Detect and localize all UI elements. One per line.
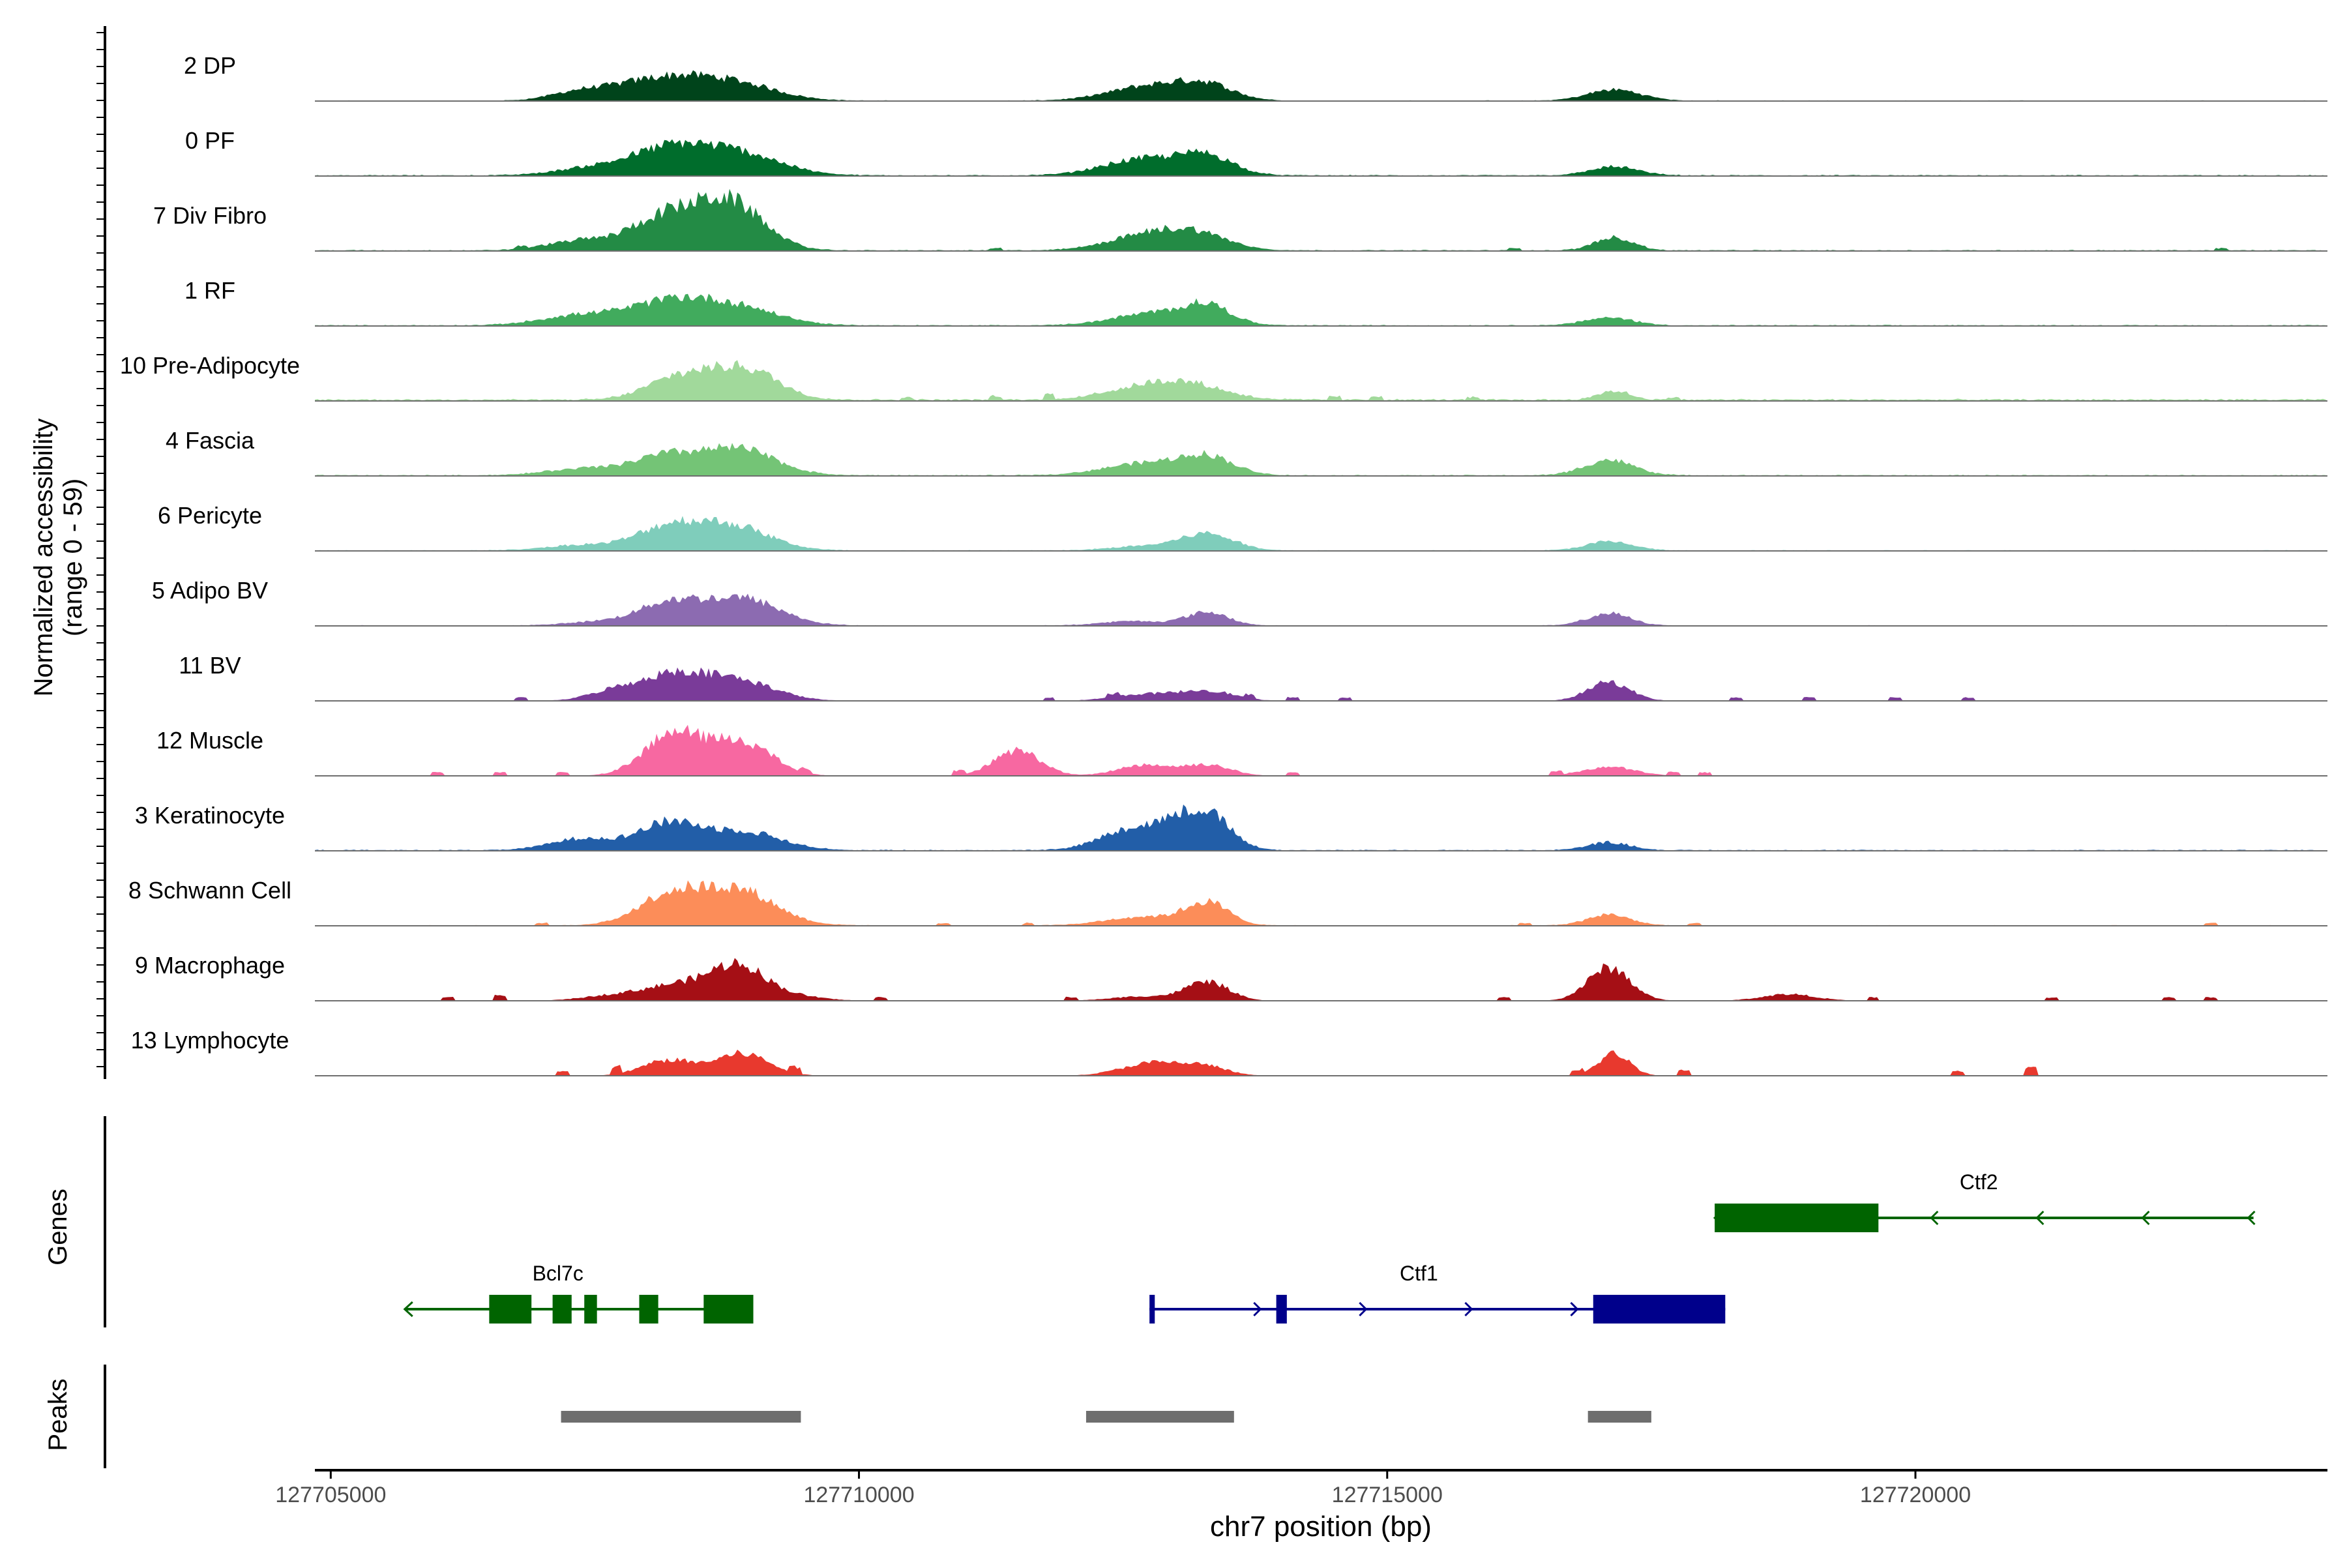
track-12-muscle: 12 Muscle bbox=[156, 724, 2327, 777]
gene-annotation-track: Bcl7c Ctf1 Ctf2 bbox=[403, 1170, 2256, 1324]
coverage-area bbox=[315, 724, 2327, 776]
coverage-area bbox=[315, 516, 2327, 551]
track-label: 1 RF bbox=[185, 277, 235, 304]
track-label: 5 Adipo BV bbox=[152, 577, 268, 604]
gene-ctf2: Ctf2 bbox=[1713, 1170, 2256, 1232]
strand-arrow bbox=[2141, 1210, 2150, 1226]
track-0-pf: 0 PF bbox=[185, 127, 2327, 177]
strand-arrow bbox=[1359, 1301, 1368, 1317]
y-axis-label-line1: Normalized accessibility bbox=[29, 419, 58, 697]
peak-region bbox=[561, 1411, 801, 1423]
gene-label: Ctf2 bbox=[1960, 1170, 1998, 1194]
track-6-pericyte: 6 Pericyte bbox=[158, 502, 2327, 552]
coverage-area bbox=[315, 958, 2327, 1001]
coverage-tracks: 2 DP 0 PF 7 Div Fibro 1 RF 10 Pre-Adipocyte 4… bbox=[120, 52, 2327, 1076]
track-label: 7 Div Fibro bbox=[153, 202, 267, 229]
track-label: 3 Keratinocyte bbox=[135, 802, 285, 829]
track-label: 2 DP bbox=[184, 52, 236, 79]
coverage-area bbox=[315, 805, 2327, 851]
track-1-rf: 1 RF bbox=[185, 277, 2327, 327]
track-label: 10 Pre-Adipocyte bbox=[120, 352, 300, 379]
gene-label: Bcl7c bbox=[533, 1262, 583, 1285]
gene-exon bbox=[1715, 1204, 1879, 1232]
track-4-fascia: 4 Fascia bbox=[166, 427, 2327, 477]
track-5-adipo-bv: 5 Adipo BV bbox=[152, 577, 2327, 627]
coverage-area bbox=[315, 443, 2327, 476]
strand-arrow bbox=[641, 1301, 650, 1317]
coverage-area bbox=[315, 667, 2327, 701]
coverage-area bbox=[315, 70, 2327, 101]
track-3-keratinocyte: 3 Keratinocyte bbox=[135, 802, 2327, 851]
track-11-bv: 11 BV bbox=[179, 652, 2327, 702]
peak-region bbox=[1587, 1411, 1651, 1423]
track-label: 12 Muscle bbox=[156, 727, 263, 754]
coverage-area bbox=[315, 1050, 2327, 1076]
peak-annotation-track bbox=[561, 1411, 1651, 1423]
x-tick-label: 127705000 bbox=[275, 1483, 386, 1507]
track-7-div-fibro: 7 Div Fibro bbox=[153, 188, 2327, 252]
coverage-area bbox=[315, 293, 2327, 326]
gene-exon bbox=[1276, 1295, 1287, 1324]
x-tick-label: 127720000 bbox=[1860, 1483, 1971, 1507]
gene-bcl7c: Bcl7c bbox=[403, 1262, 754, 1324]
gene-exon bbox=[1149, 1295, 1155, 1324]
genes-track-label: Genes bbox=[44, 1189, 72, 1265]
strand-arrow bbox=[1930, 1210, 1939, 1226]
gene-exon bbox=[489, 1295, 532, 1324]
track-8-schwann-cell: 8 Schwann Cell bbox=[128, 877, 2327, 926]
track-label: 8 Schwann Cell bbox=[128, 877, 291, 904]
gene-end-arrow bbox=[1713, 1209, 1724, 1226]
gene-label: Ctf1 bbox=[1400, 1262, 1438, 1285]
track-label: 6 Pericyte bbox=[158, 502, 262, 529]
track-9-macrophage: 9 Macrophage bbox=[135, 952, 2327, 1001]
track-13-lymphocyte: 13 Lymphocyte bbox=[131, 1027, 2327, 1076]
gene-exon bbox=[1593, 1295, 1726, 1324]
strand-arrow bbox=[1464, 1301, 1473, 1317]
track-label: 0 PF bbox=[185, 127, 235, 154]
strand-arrow bbox=[1570, 1301, 1579, 1317]
x-tick-label: 127715000 bbox=[1332, 1483, 1443, 1507]
coverage-area bbox=[315, 360, 2327, 401]
track-label: 13 Lymphocyte bbox=[131, 1027, 289, 1054]
y-axis-label-line2: (range 0 - 59) bbox=[59, 479, 87, 636]
strand-arrow bbox=[2247, 1210, 2256, 1226]
coverage-area bbox=[315, 880, 2327, 926]
x-tick-label: 127710000 bbox=[803, 1483, 914, 1507]
track-label: 9 Macrophage bbox=[135, 952, 285, 979]
gene-exon bbox=[552, 1295, 572, 1324]
coverage-area bbox=[315, 188, 2327, 251]
track-10-pre-adipocyte: 10 Pre-Adipocyte bbox=[120, 352, 2327, 402]
gene-end-arrow bbox=[403, 1301, 413, 1318]
coverage-area bbox=[315, 139, 2327, 176]
coverage-area bbox=[315, 593, 2327, 626]
track-label: 11 BV bbox=[179, 652, 241, 679]
peak-region bbox=[1085, 1411, 1234, 1423]
axes: Normalized accessibility (range 0 - 59) … bbox=[29, 26, 2327, 1543]
gene-ctf1: Ctf1 bbox=[1149, 1262, 1726, 1324]
strand-arrow bbox=[1253, 1301, 1262, 1317]
track-2-dp: 2 DP bbox=[184, 52, 2327, 102]
gene-exon bbox=[703, 1295, 754, 1324]
peaks-track-label: Peaks bbox=[44, 1378, 72, 1451]
x-axis-label: chr7 position (bp) bbox=[1210, 1511, 1432, 1543]
strand-arrow bbox=[2035, 1210, 2044, 1226]
track-label: 4 Fascia bbox=[166, 427, 255, 454]
gene-exon bbox=[584, 1295, 597, 1324]
